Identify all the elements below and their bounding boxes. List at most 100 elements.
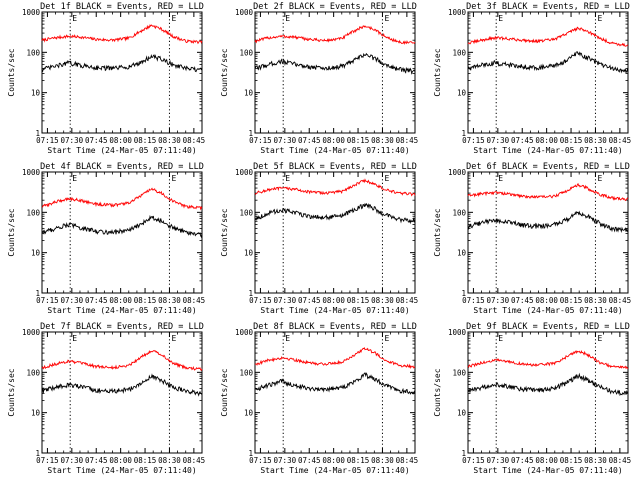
x-tick-label: 08:15: [134, 456, 157, 465]
lld-series-line: [467, 26, 629, 47]
x-tick-label: 08:45: [183, 296, 206, 305]
y-tick-label: 1: [248, 449, 253, 458]
events-series-line: [467, 372, 629, 397]
lld-series-line: [467, 182, 629, 202]
event-marker-label: E: [498, 14, 503, 23]
y-axis-label: Counts/sec: [220, 208, 229, 256]
plot-frame: [41, 331, 203, 454]
x-tick-label: 07:30: [61, 296, 84, 305]
chart-panel-2: Det 2f BLACK = Events, RED = LLD 1 10 100 10…: [220, 2, 418, 155]
y-tick-label: 100: [452, 208, 466, 217]
chart-title: Det 2f BLACK = Events, RED = LLD: [253, 2, 417, 12]
x-tick-label: 08:00: [109, 296, 132, 305]
x-tick-label: 08:15: [347, 456, 370, 465]
x-tick-label: 07:30: [61, 136, 84, 145]
x-tick-label: 07:30: [487, 136, 510, 145]
event-marker-label: E: [597, 14, 602, 23]
events-series-line: [41, 214, 203, 239]
x-tick-label: 08:30: [158, 136, 181, 145]
x-tick-label: 08:00: [109, 136, 132, 145]
chart-panel-8: Det 8f BLACK = Events, RED = LLD 1 10 100 10…: [220, 322, 418, 475]
y-tick-label: 10: [244, 89, 254, 98]
plot-frame: [467, 171, 629, 294]
x-tick-label: 07:15: [36, 456, 59, 465]
event-marker-label: E: [384, 14, 389, 23]
event-marker-label: E: [498, 174, 503, 183]
event-marker-label: E: [498, 334, 503, 343]
event-marker-label: E: [384, 334, 389, 343]
x-axis-label: Start Time (24-Mar-05 07:11:40): [260, 146, 409, 155]
y-tick-label: 100: [239, 48, 253, 57]
x-tick-label: 08:15: [560, 296, 583, 305]
events-series-line: [254, 202, 416, 225]
x-axis-label: Start Time (24-Mar-05 07:11:40): [47, 466, 196, 475]
events-series-line: [254, 372, 416, 395]
y-tick-label: 10: [31, 89, 41, 98]
x-tick-label: 07:30: [274, 456, 297, 465]
lld-series-line: [41, 24, 203, 45]
y-axis-label: Counts/sec: [7, 208, 16, 256]
chart-title: Det 6f BLACK = Events, RED = LLD: [466, 162, 630, 172]
y-axis-label: Counts/sec: [433, 208, 442, 256]
event-marker-label: E: [597, 174, 602, 183]
y-tick-label: 1000: [235, 328, 254, 337]
x-tick-label: 08:30: [584, 136, 607, 145]
y-tick-label: 100: [452, 48, 466, 57]
x-axis-label: Start Time (24-Mar-05 07:11:40): [260, 306, 409, 315]
y-tick-label: 1: [248, 129, 253, 138]
y-tick-label: 1: [35, 289, 40, 298]
x-tick-label: 07:15: [462, 456, 485, 465]
event-marker-label: E: [597, 334, 602, 343]
chart-title: Det 1f BLACK = Events, RED = LLD: [40, 2, 204, 12]
y-tick-label: 1: [35, 129, 40, 138]
y-tick-label: 1000: [235, 168, 254, 177]
y-axis-label: Counts/sec: [220, 48, 229, 96]
y-tick-label: 1: [461, 449, 466, 458]
events-series-line: [254, 52, 416, 75]
x-tick-label: 08:00: [322, 296, 345, 305]
x-tick-label: 07:15: [249, 136, 272, 145]
x-tick-label: 08:30: [371, 136, 394, 145]
event-marker-label: E: [171, 334, 176, 343]
event-marker-label: E: [285, 334, 290, 343]
y-tick-label: 10: [244, 249, 254, 258]
x-tick-label: 08:00: [322, 136, 345, 145]
x-axis-label: Start Time (24-Mar-05 07:11:40): [473, 306, 622, 315]
event-marker-label: E: [285, 174, 290, 183]
lld-series-line: [467, 349, 629, 370]
chart-panel-1: Det 1f BLACK = Events, RED = LLD 1 10 100 10…: [7, 2, 205, 155]
x-tick-label: 07:45: [85, 136, 108, 145]
x-tick-label: 07:15: [462, 136, 485, 145]
x-tick-label: 07:30: [61, 456, 84, 465]
x-axis-label: Start Time (24-Mar-05 07:11:40): [473, 466, 622, 475]
x-tick-label: 08:45: [609, 296, 632, 305]
y-tick-label: 1: [461, 289, 466, 298]
x-tick-label: 08:30: [371, 456, 394, 465]
y-tick-label: 100: [26, 48, 40, 57]
plot-frame: [467, 11, 629, 134]
lld-series-line: [42, 187, 203, 211]
x-tick-label: 08:00: [535, 136, 558, 145]
plot-frame: [254, 171, 416, 294]
chart-title: Det 4f BLACK = Events, RED = LLD: [40, 162, 204, 172]
x-tick-label: 08:45: [396, 136, 419, 145]
y-tick-label: 1000: [22, 328, 41, 337]
x-tick-label: 08:45: [609, 456, 632, 465]
events-series-line: [467, 51, 629, 74]
x-tick-label: 07:30: [487, 456, 510, 465]
y-tick-label: 100: [26, 368, 40, 377]
event-marker-label: E: [171, 14, 176, 23]
event-marker-label: E: [72, 334, 77, 343]
x-tick-label: 08:15: [134, 296, 157, 305]
x-tick-label: 08:15: [560, 136, 583, 145]
chart-title: Det 7f BLACK = Events, RED = LLD: [40, 322, 204, 332]
x-tick-label: 08:45: [609, 136, 632, 145]
chart-title: Det 3f BLACK = Events, RED = LLD: [466, 2, 630, 12]
plot-frame: [467, 331, 629, 454]
x-axis-label: Start Time (24-Mar-05 07:11:40): [473, 146, 622, 155]
x-tick-label: 08:45: [396, 296, 419, 305]
y-tick-label: 10: [457, 89, 467, 98]
y-tick-label: 100: [452, 368, 466, 377]
y-axis-label: Counts/sec: [7, 48, 16, 96]
